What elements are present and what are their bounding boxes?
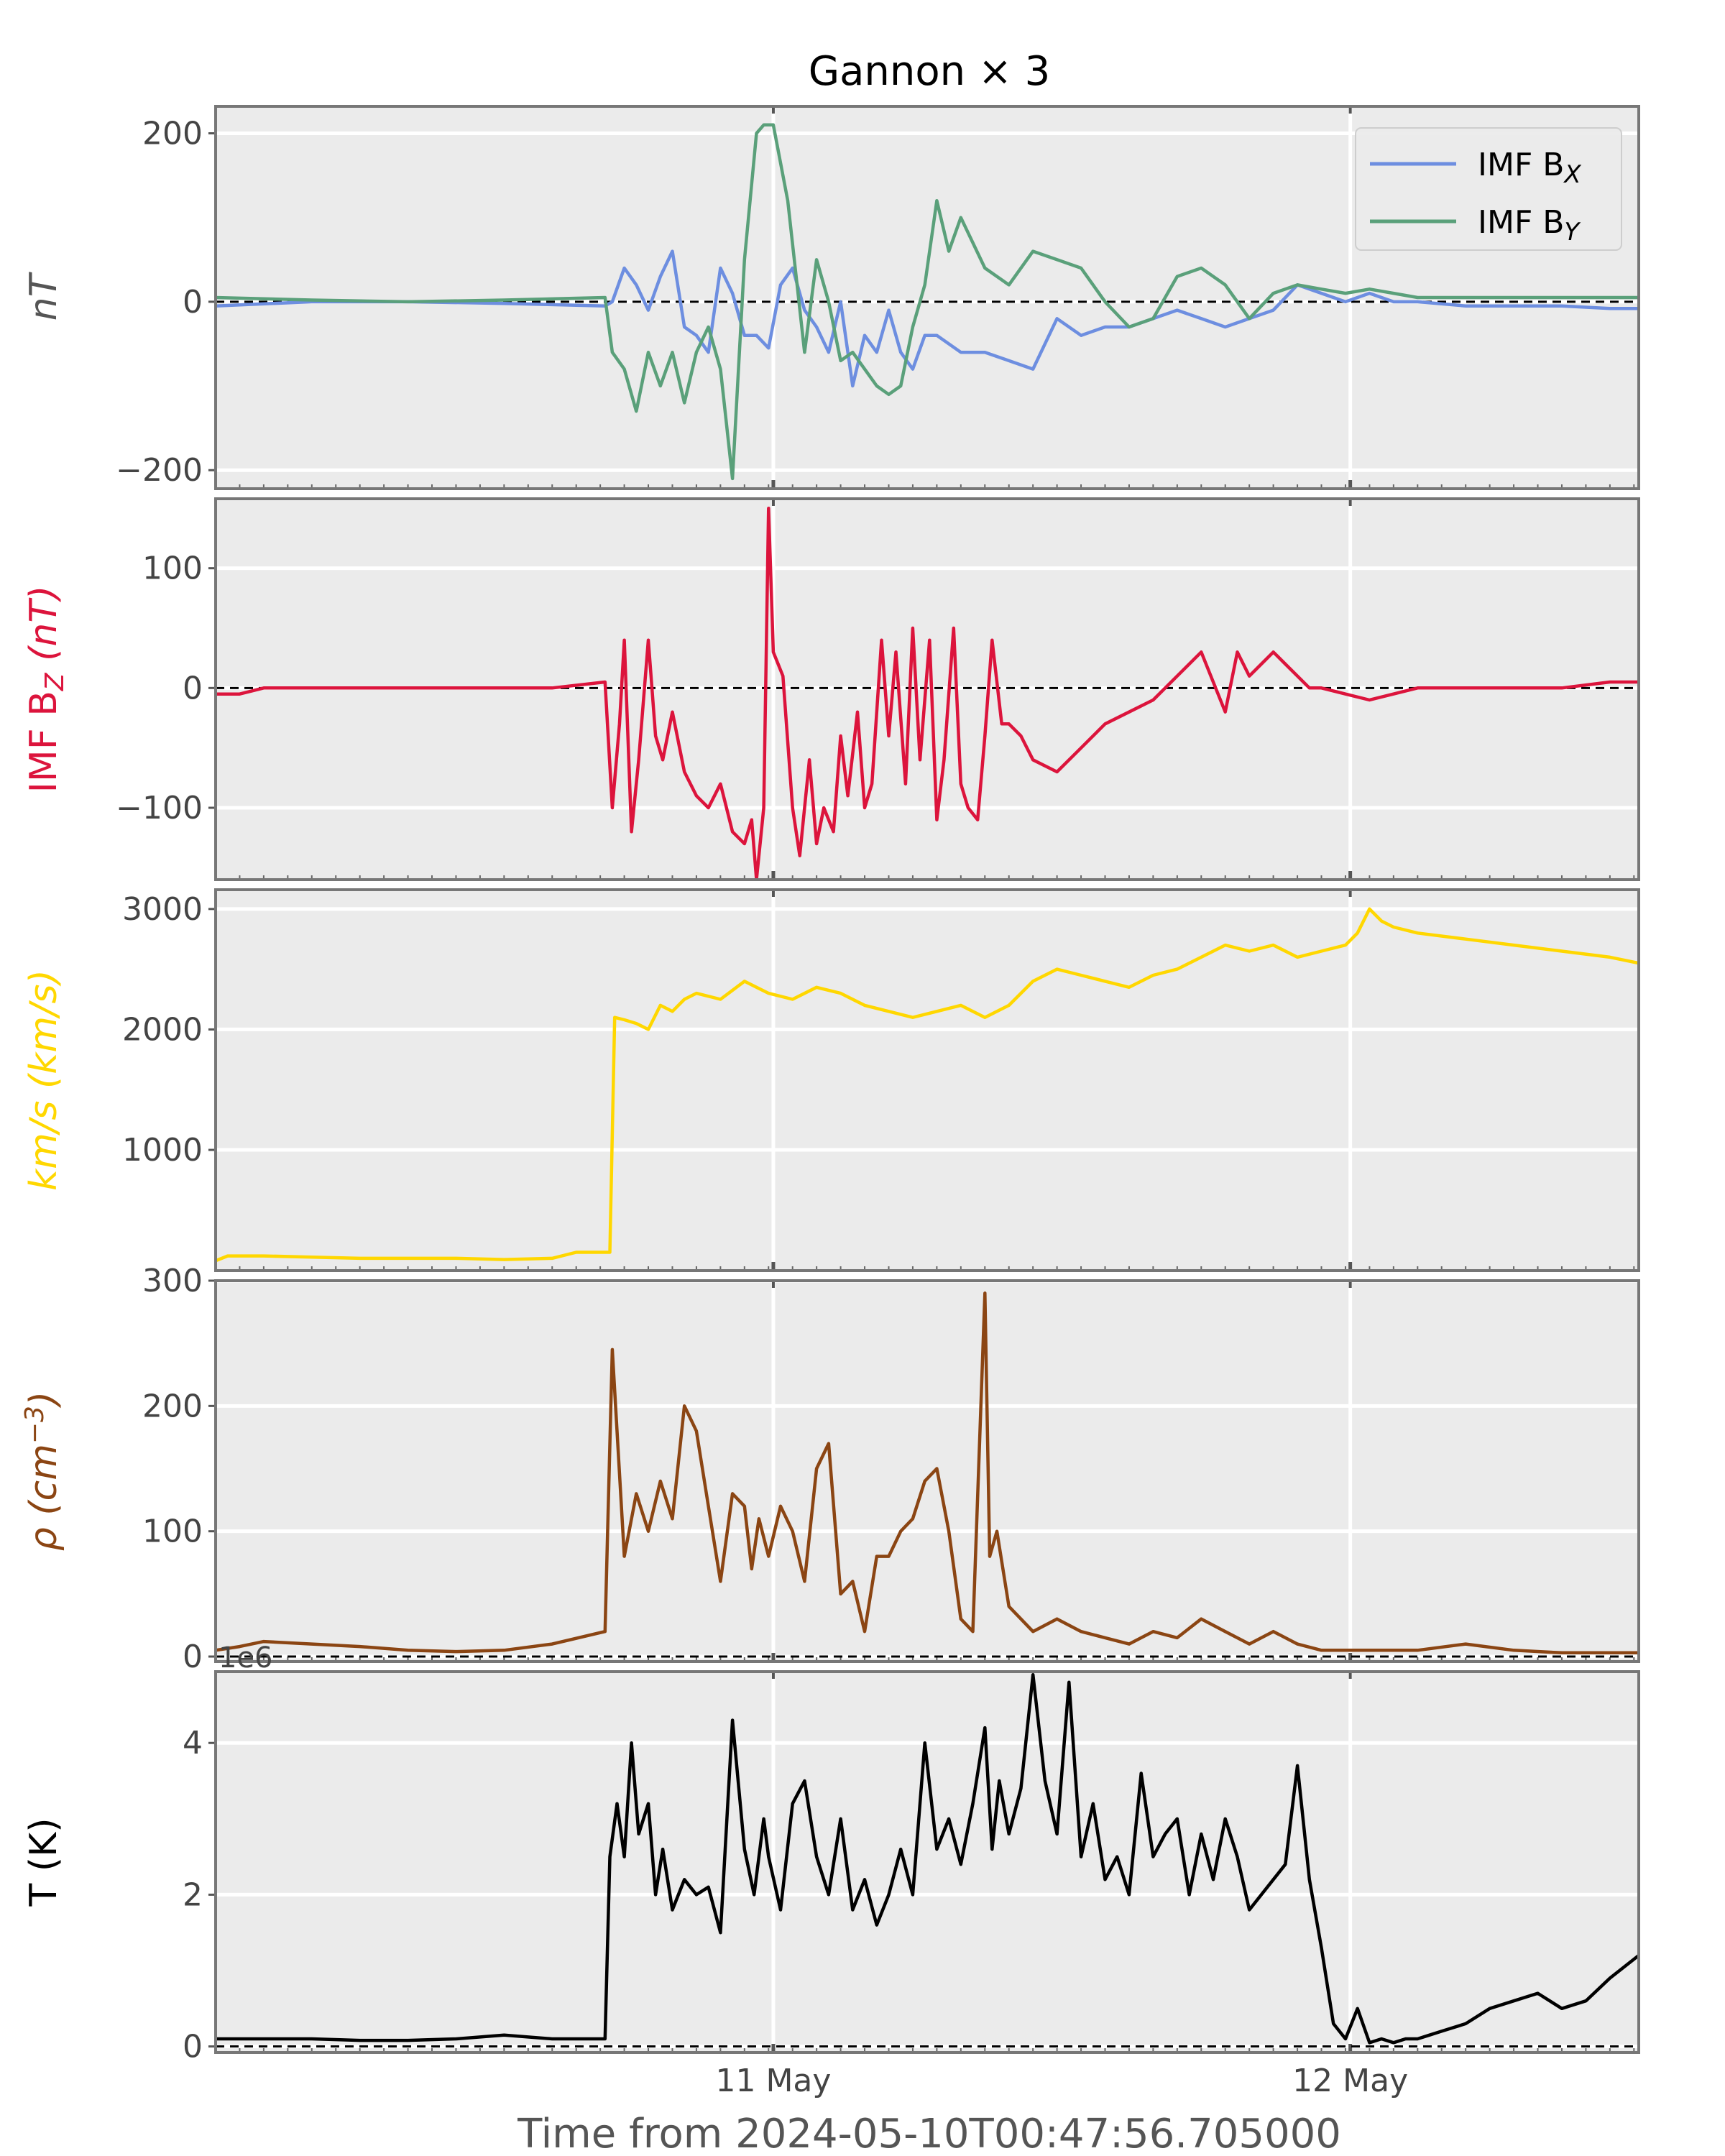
series-line-imf-b-y: [216, 123, 1639, 481]
y-tick-label: 0: [183, 284, 203, 321]
y-axis-label-text: km/s (km/s): [22, 969, 65, 1191]
y-tick-label: 0: [183, 1639, 203, 1675]
y-axis-label-text: IMF B: [22, 691, 65, 793]
y-tick-label: 0: [183, 2029, 203, 2065]
y-axis-label-close: ): [22, 1391, 65, 1409]
series-group: [216, 123, 1639, 481]
x-tick-label: 12 May: [1292, 2063, 1408, 2099]
plot-area-background: [216, 1281, 1639, 1662]
legend-entry-label: IMF BX: [1478, 147, 1581, 189]
figure-title: Gannon × 3: [809, 48, 1051, 95]
series-group: [216, 907, 1639, 1263]
series-line-imf-b-x: [216, 249, 1639, 388]
x-tick-label: 11 May: [715, 2063, 831, 2099]
series-group: [216, 1672, 1639, 2045]
legend-entry-label: IMF BY: [1478, 204, 1581, 247]
y-tick-label: 200: [142, 1388, 203, 1424]
y-tick-label: 100: [142, 1514, 203, 1550]
y-axis-label-unit: (nT): [22, 586, 65, 673]
y-tick-label: 1000: [122, 1132, 203, 1169]
y-axis-label: T (K): [22, 1818, 65, 1907]
y-axis-label: km/s (km/s): [22, 969, 65, 1191]
legend-entry-subscript: X: [1563, 160, 1581, 189]
series-group: [216, 1291, 1639, 1655]
legend-entry-text: IMF B: [1478, 204, 1564, 241]
panel-2: −100 0 100 IMF BZ (nT): [22, 497, 1640, 881]
y-axis-label: nT: [22, 271, 65, 321]
y-axis-label-text: nT: [22, 271, 65, 321]
panel-5: 0 2 4 T (K) 1e6: [22, 1641, 1640, 2065]
y-tick-label: 4: [183, 1725, 203, 1761]
y-axis-label-text: T (K): [22, 1818, 65, 1907]
y-axis-label-superscript: −3: [20, 1406, 50, 1444]
y-tick-label: −100: [116, 790, 203, 826]
series-group: [216, 507, 1639, 880]
y-tick-label: 100: [142, 550, 203, 587]
plot-area-background: [216, 1672, 1639, 2053]
plot-frame: [214, 1279, 1640, 1663]
y-tick-label: 2000: [122, 1011, 203, 1048]
plot-frame: [214, 1670, 1640, 2054]
plot-frame: [214, 888, 1640, 1272]
y-axis-label-text: ρ (cm: [22, 1444, 65, 1551]
series-line-imf-b-z: [216, 507, 1639, 880]
y-tick-label: 300: [142, 1263, 203, 1299]
series-line-density: [216, 1291, 1639, 1655]
y-tick-label: 200: [142, 115, 203, 152]
plot-area-background: [216, 890, 1639, 1271]
panel-3: 1000 2000 3000 km/s (km/s): [22, 888, 1640, 1272]
x-axis: 11 May 12 May: [715, 2063, 1408, 2099]
legend-entry-text: IMF B: [1478, 147, 1564, 183]
y-axis-label-subscript: Z: [40, 672, 70, 691]
y-axis-label: ρ (cm−3): [20, 1391, 65, 1551]
legend-entry-subscript: Y: [1564, 218, 1581, 247]
series-line-speed: [216, 907, 1639, 1263]
y-offset-text: 1e6: [218, 1641, 273, 1674]
y-tick-label: −200: [116, 452, 203, 489]
y-tick-label: 2: [183, 1876, 203, 1913]
plot-frame: [214, 497, 1640, 881]
series-line-temperature: [216, 1672, 1639, 2045]
panel-4: 0 100 200 300 ρ (cm−3): [20, 1263, 1640, 1675]
x-axis-label: Time from 2024-05-10T00:47:56.705000: [517, 2111, 1341, 2156]
plot-frame: [214, 105, 1640, 490]
y-axis-label: IMF BZ (nT): [22, 586, 70, 793]
y-tick-label: 0: [183, 670, 203, 706]
y-tick-label: 3000: [122, 891, 203, 928]
